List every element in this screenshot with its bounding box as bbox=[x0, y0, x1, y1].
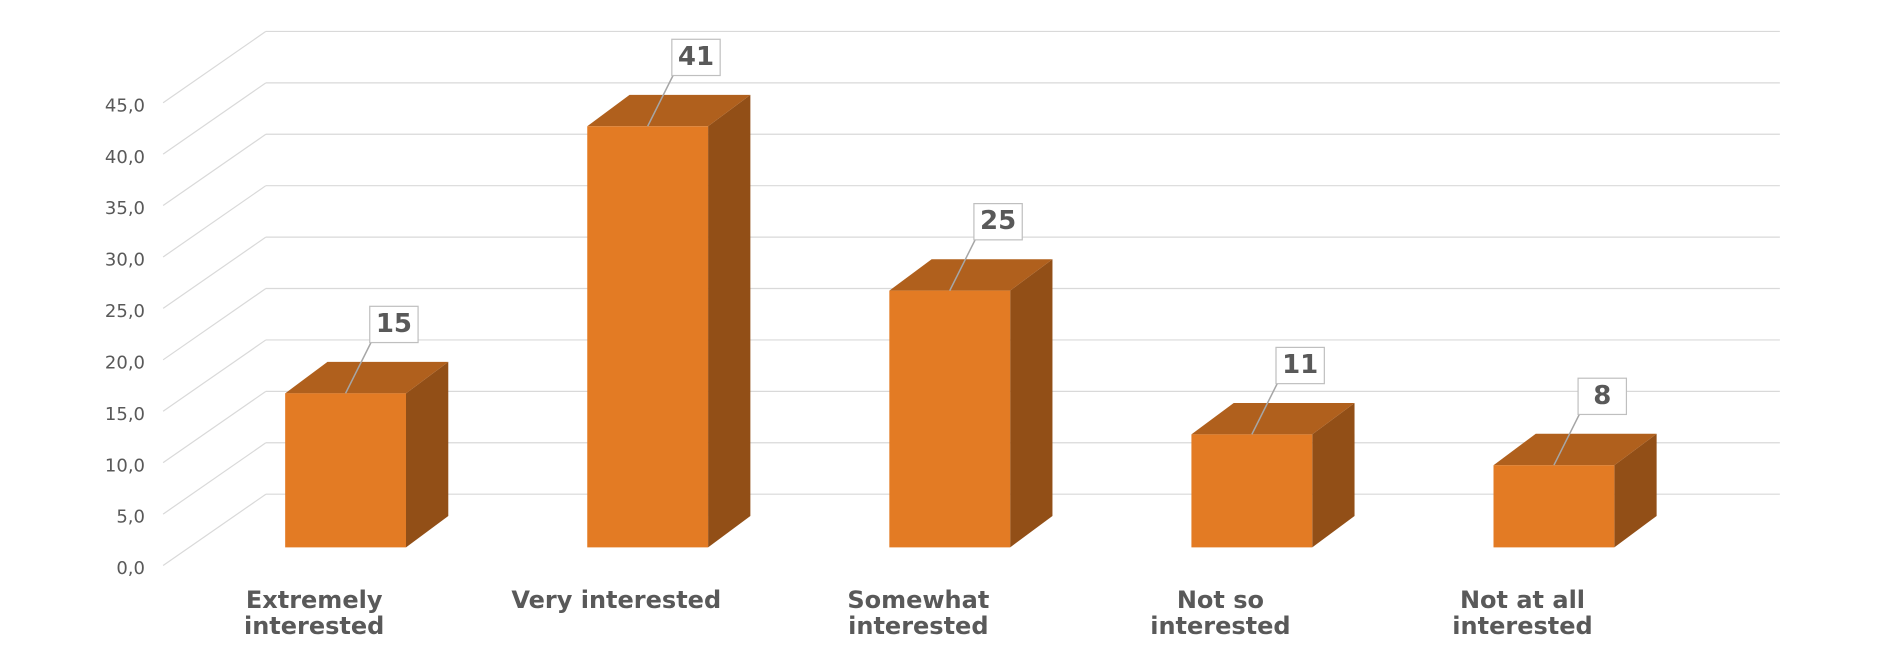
y-tick-label: 30,0 bbox=[105, 250, 145, 271]
data-label: 8 bbox=[1593, 381, 1611, 411]
grid-line bbox=[162, 493, 267, 566]
bar-top bbox=[889, 259, 1053, 291]
grid-line bbox=[162, 133, 267, 207]
grid-line bbox=[162, 442, 267, 515]
y-tick-label: 25,0 bbox=[105, 301, 145, 322]
bar-top bbox=[1191, 402, 1355, 435]
data-label-box bbox=[671, 38, 721, 77]
y-tick-label: 0,0 bbox=[116, 558, 145, 579]
bar-side bbox=[708, 94, 751, 548]
bar-top bbox=[587, 94, 751, 127]
data-label-box bbox=[1577, 377, 1628, 416]
data-label: 15 bbox=[376, 309, 412, 339]
data-label-box bbox=[973, 203, 1023, 241]
data-label: 11 bbox=[1282, 350, 1318, 380]
x-tick-label: Extremely interested bbox=[243, 586, 385, 640]
x-tick-label: Somewhat interested bbox=[847, 586, 990, 640]
grid-line bbox=[162, 185, 267, 258]
bar bbox=[285, 393, 406, 548]
data-label: 41 bbox=[678, 42, 714, 72]
bar-side bbox=[406, 361, 449, 548]
grid-line bbox=[162, 82, 267, 155]
data-label-box bbox=[369, 305, 419, 344]
y-tick-label: 40,0 bbox=[105, 147, 145, 168]
bar-side bbox=[1010, 259, 1053, 548]
y-tick-label: 15,0 bbox=[105, 404, 145, 425]
x-tick-label: Not at all interested bbox=[1452, 586, 1593, 640]
bar-top bbox=[285, 361, 449, 394]
y-tick-label: 35,0 bbox=[105, 198, 145, 219]
x-tick-label: Not so interested bbox=[1150, 586, 1291, 640]
bar-side bbox=[1312, 402, 1355, 548]
grid-line bbox=[162, 339, 267, 412]
data-label: 25 bbox=[980, 206, 1016, 236]
grid-line bbox=[162, 236, 267, 309]
grid-line bbox=[162, 30, 267, 104]
data-label-box bbox=[1275, 346, 1325, 385]
x-tick-label: Very interested bbox=[511, 586, 722, 615]
bar bbox=[889, 290, 1011, 548]
bar-top bbox=[1493, 433, 1657, 466]
y-tick-label: 10,0 bbox=[105, 455, 145, 476]
y-tick-label: 45,0 bbox=[105, 95, 145, 116]
bar-side bbox=[1614, 433, 1657, 548]
y-tick-label: 5,0 bbox=[116, 507, 145, 528]
bar bbox=[1493, 465, 1615, 548]
bar bbox=[587, 126, 709, 548]
y-tick-label: 20,0 bbox=[105, 352, 145, 373]
grid-line bbox=[162, 288, 267, 361]
grid-line bbox=[162, 390, 267, 464]
bar bbox=[1191, 434, 1313, 548]
